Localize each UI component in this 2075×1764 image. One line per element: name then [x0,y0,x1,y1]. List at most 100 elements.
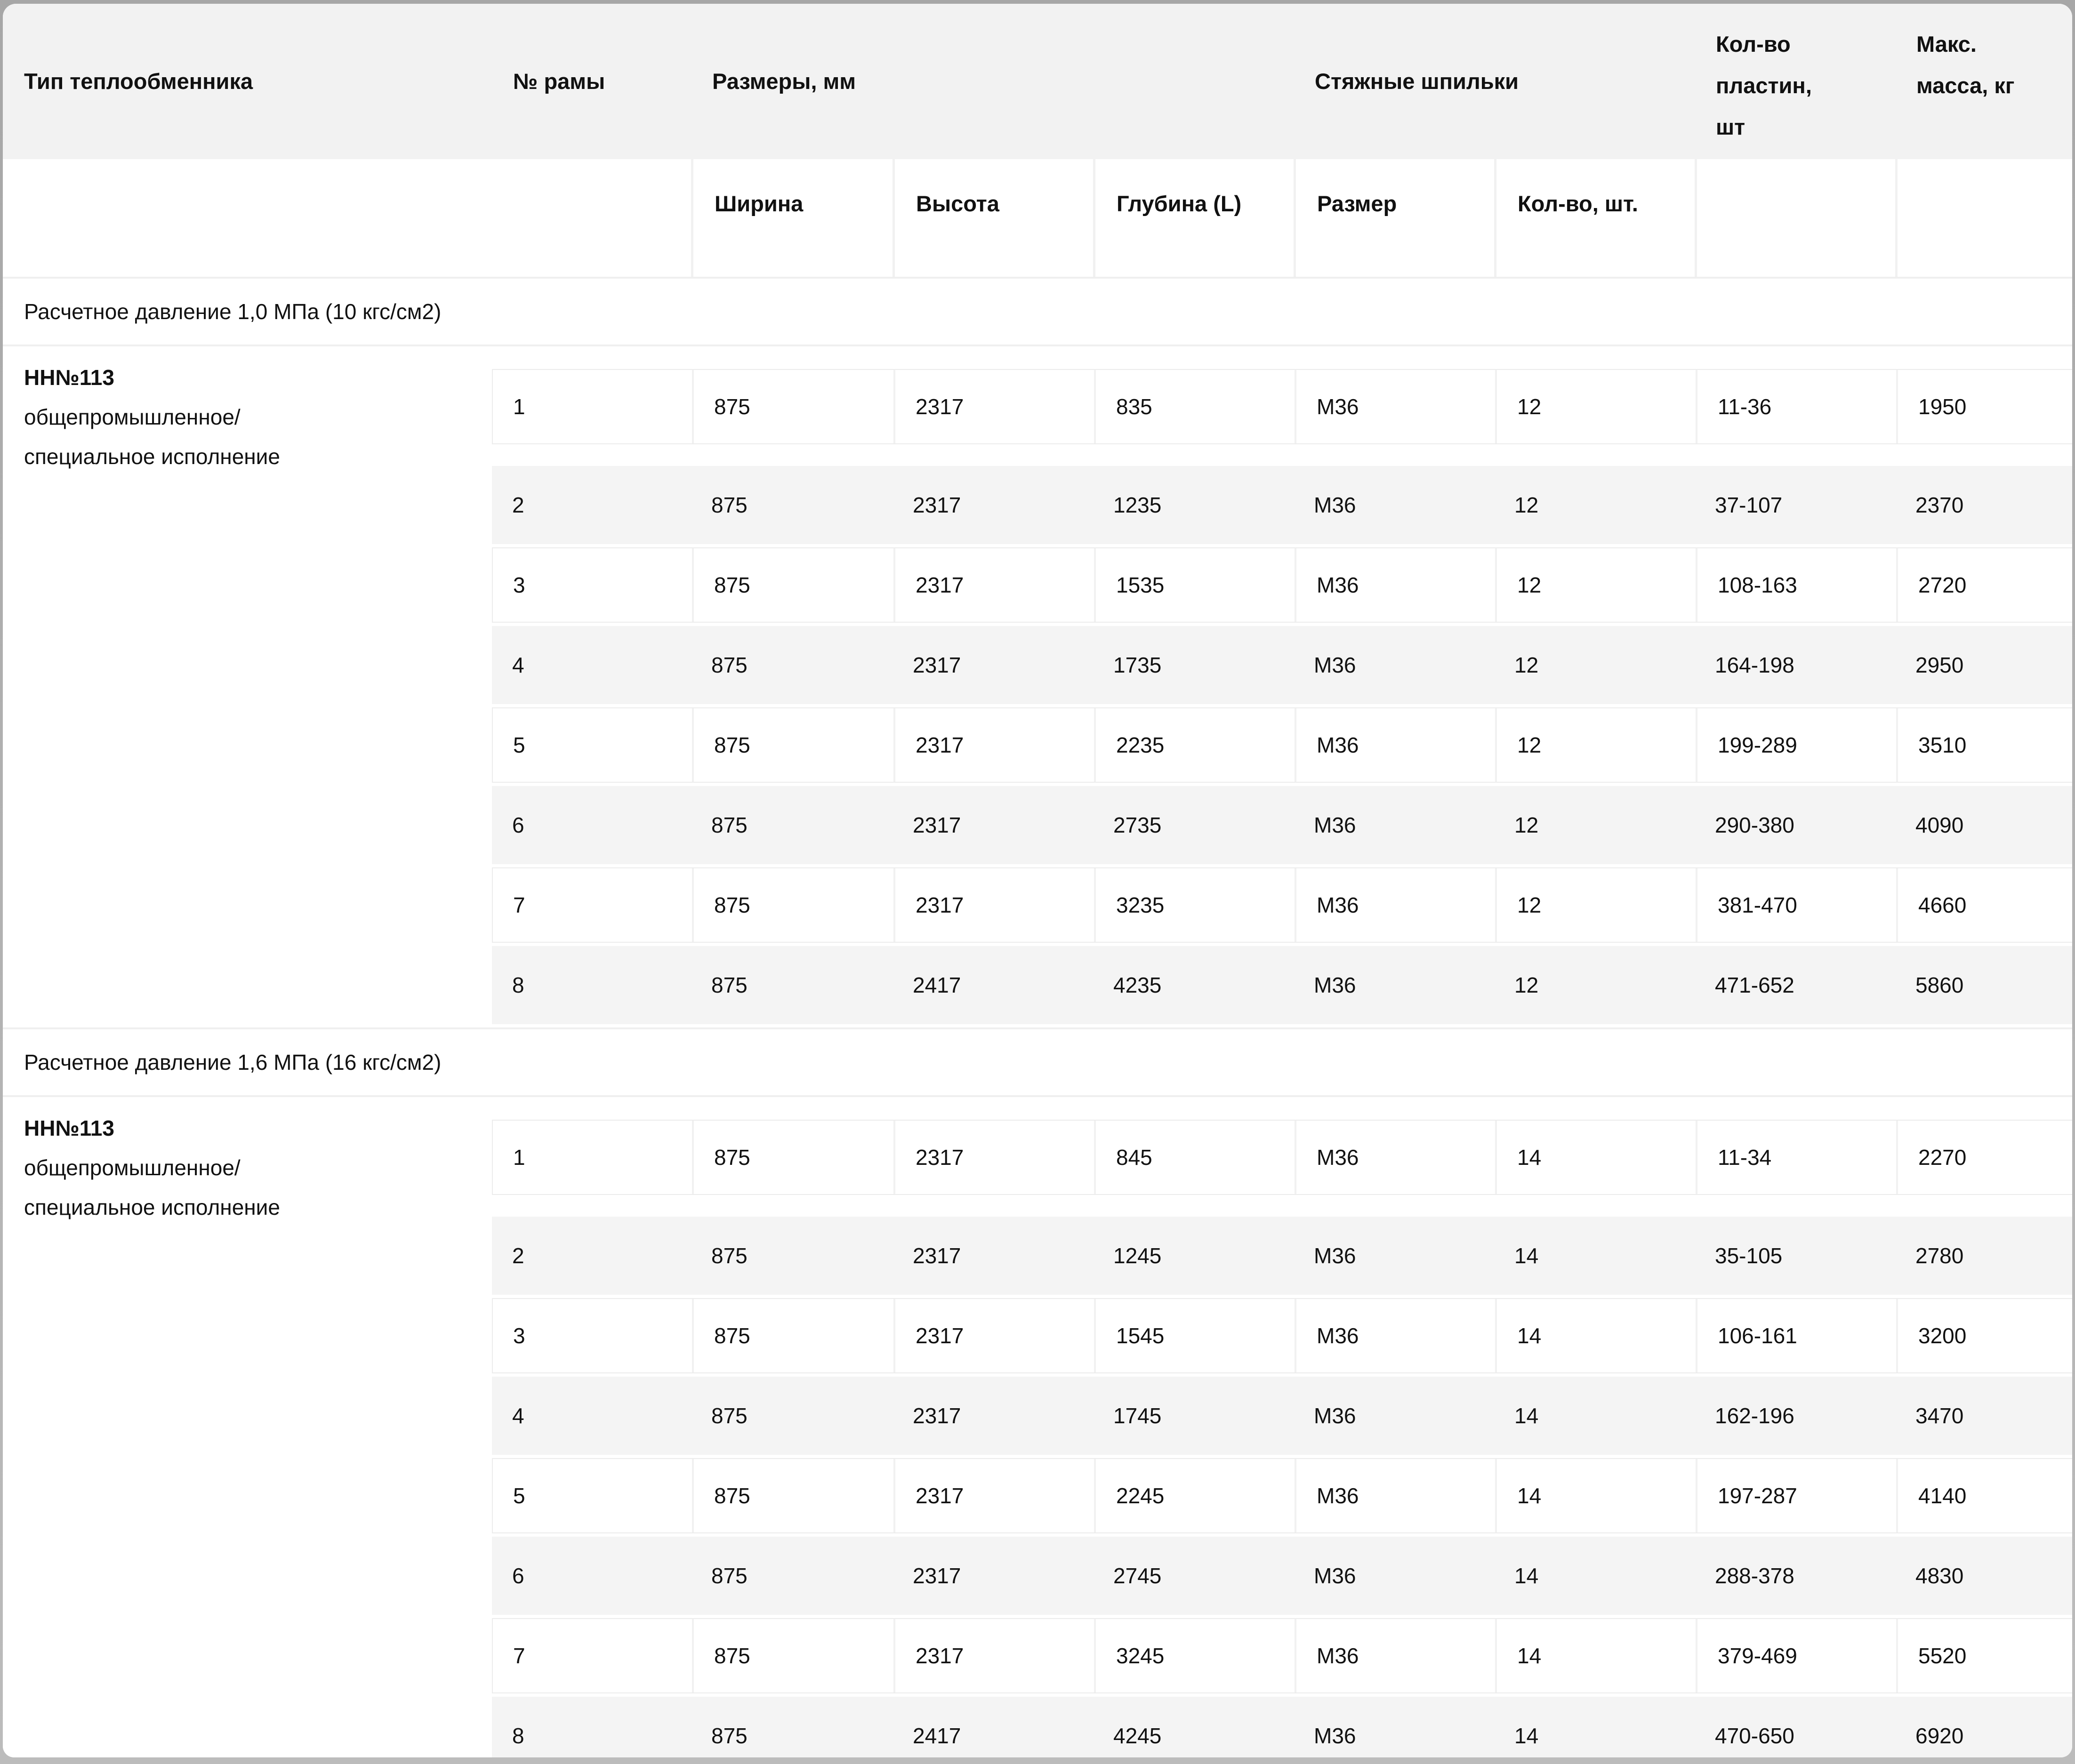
col-header-studs: Стяжные шпильки [1315,69,1519,94]
subheader-mass-empty [1895,159,2072,277]
cell-stud-size: М36 [1295,868,1495,942]
col-header-height: Высота [893,159,1093,277]
section-rows: 1 875 2317 845 М36 14 11-34 2270 2 875 2317 1245 М36… [492,1097,2072,1757]
cell-stud-size: М36 [1314,1724,1356,1748]
cell-width: 875 [711,493,748,517]
exchanger-type-desc: общепромышленное/ [24,405,241,429]
col-header-depth: Глубина (L) [1093,159,1294,277]
cell-depth: 4245 [1113,1724,1162,1748]
cell-stud-qty: 14 [1514,1724,1539,1748]
table-row: 2 875 2317 1245 М36 14 35-105 2780 [492,1217,2072,1295]
cell-stud-size: М36 [1295,370,1495,443]
cell-frame-no: 1 [513,394,525,419]
cell-depth: 2745 [1113,1564,1162,1588]
cell-depth: 835 [1094,370,1295,443]
cell-depth: 1535 [1094,548,1295,622]
cell-plates: 108-163 [1696,548,1896,622]
col-header-stud-size: Размер [1294,159,1494,277]
cell-max-mass: 2370 [1915,493,1964,517]
cell-depth: 4235 [1113,973,1162,997]
cell-width: 875 [692,1459,893,1532]
cell-frame-no: 5 [513,1483,525,1508]
col-header-plates: Кол-во пластин, шт [1716,32,1812,139]
table-row: 7 875 2317 3235 М36 12 381-470 4660 [492,867,2072,943]
cell-width: 875 [692,868,893,942]
cell-height: 2417 [913,973,961,997]
cell-stud-qty: 12 [1495,868,1696,942]
cell-max-mass: 3470 [1915,1403,1964,1428]
cell-height: 2317 [913,1403,961,1428]
col-header-width: Ширина [691,159,893,277]
table-row: 5 875 2317 2245 М36 14 197-287 4140 [492,1458,2072,1533]
cell-max-mass: 1950 [1896,370,2072,443]
table-sections: Расчетное давление 1,0 МПа (10 кгс/см2) Н… [3,277,2072,1757]
cell-max-mass: 2720 [1896,548,2072,622]
cell-depth: 1735 [1113,653,1162,677]
cell-stud-size: М36 [1314,653,1356,677]
cell-stud-size: М36 [1314,1403,1356,1428]
col-header-frame-no: № рамы [513,69,605,94]
cell-frame-no: 5 [513,733,525,757]
cell-max-mass: 4140 [1896,1459,2072,1532]
cell-depth: 2735 [1113,813,1162,837]
exchanger-type-cell: НН№113 общепромышленное/специальное испол… [3,346,492,1027]
cell-stud-size: М36 [1295,1121,1495,1194]
cell-stud-size: М36 [1295,1459,1495,1532]
cell-plates: 162-196 [1715,1403,1794,1428]
cell-depth: 1745 [1113,1403,1162,1428]
cell-stud-qty: 14 [1514,1403,1539,1428]
cell-frame-no: 4 [512,653,524,677]
cell-stud-qty: 12 [1495,708,1696,782]
cell-stud-size: М36 [1314,1564,1356,1588]
cell-frame-no: 8 [512,1724,524,1748]
cell-frame-no: 2 [512,493,524,517]
col-header-dimensions: Размеры, мм [712,69,856,94]
cell-max-mass: 3510 [1896,708,2072,782]
cell-height: 2317 [893,868,1094,942]
cell-stud-qty: 12 [1514,653,1539,677]
cell-width: 875 [711,1564,748,1588]
cell-stud-qty: 12 [1495,548,1696,622]
cell-frame-no: 7 [513,893,525,917]
cell-max-mass: 3200 [1896,1299,2072,1372]
cell-height: 2317 [913,813,961,837]
cell-width: 875 [692,1619,893,1692]
table-row: 3 875 2317 1535 М36 12 108-163 2720 [492,547,2072,623]
cell-width: 875 [711,1243,748,1268]
cell-depth: 3245 [1094,1619,1295,1692]
cell-plates: 290-380 [1715,813,1794,837]
cell-width: 875 [711,813,748,837]
cell-stud-size: М36 [1295,708,1495,782]
cell-depth: 1245 [1113,1243,1162,1268]
section-header-2: Расчетное давление 1,6 МПа (16 кгс/см2) [3,1027,2072,1097]
section-body-2: НН№113 общепромышленное/специальное испол… [3,1097,2072,1757]
table-row: 1 875 2317 835 М36 12 11-36 1950 [492,369,2072,444]
cell-height: 2317 [893,1299,1094,1372]
cell-plates: 381-470 [1696,868,1896,942]
cell-plates: 197-287 [1696,1459,1896,1532]
cell-frame-no: 2 [512,1243,524,1268]
cell-stud-size: М36 [1295,1619,1495,1692]
cell-frame-no: 6 [512,1564,524,1588]
subheader-plates-empty [1695,159,1895,277]
cell-plates: 106-161 [1696,1299,1896,1372]
table-row: 8 875 2417 4235 М36 12 471-652 5860 [492,946,2072,1024]
table-header-row: Тип теплообменника № рамы Размеры, мм Ст… [3,4,2072,159]
cell-height: 2317 [893,1121,1094,1194]
table-row: 6 875 2317 2735 М36 12 290-380 4090 [492,786,2072,864]
table-row: 4 875 2317 1745 М36 14 162-196 3470 [492,1377,2072,1455]
cell-stud-qty: 14 [1495,1459,1696,1532]
cell-frame-no: 6 [512,813,524,837]
cell-plates: 470-650 [1715,1724,1794,1748]
cell-max-mass: 4830 [1915,1564,1964,1588]
cell-stud-qty: 14 [1495,1619,1696,1692]
cell-plates: 35-105 [1715,1243,1783,1268]
cell-max-mass: 5520 [1896,1619,2072,1692]
cell-height: 2317 [893,548,1094,622]
cell-plates: 37-107 [1715,493,1783,517]
cell-max-mass: 2270 [1896,1121,2072,1194]
cell-stud-qty: 14 [1495,1121,1696,1194]
cell-width: 875 [711,1724,748,1748]
cell-max-mass: 2950 [1915,653,1964,677]
cell-width: 875 [692,708,893,782]
